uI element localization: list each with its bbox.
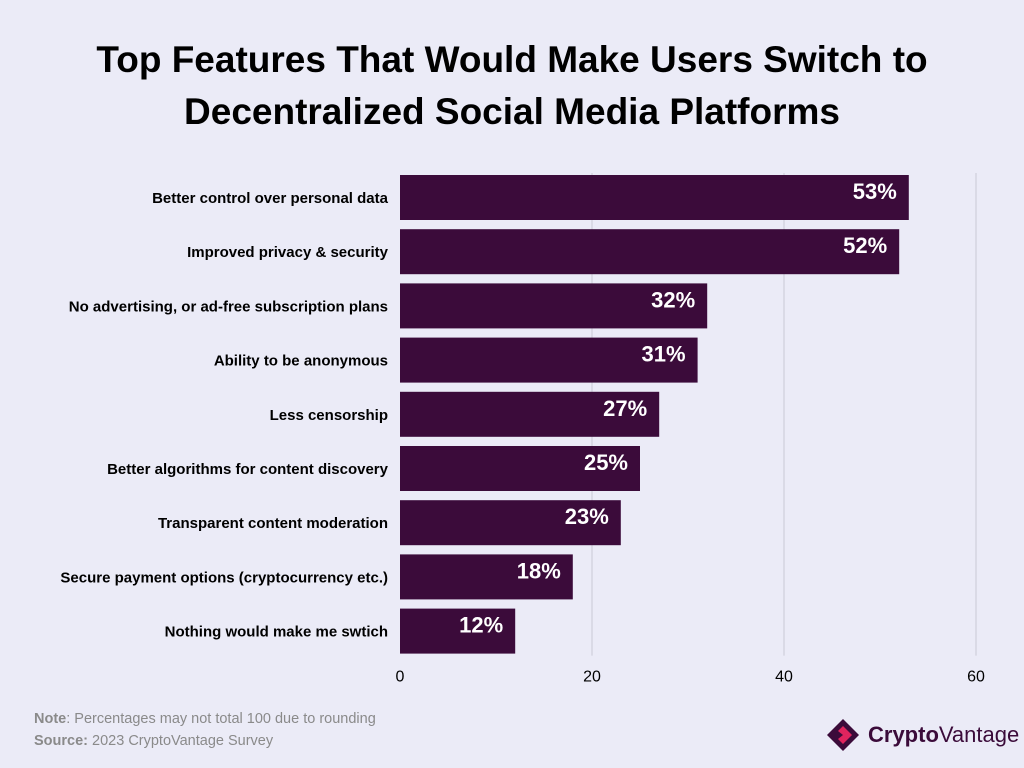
logo-text-bold: Crypto [868, 722, 939, 747]
bar [400, 608, 516, 654]
bar [400, 500, 621, 546]
data-label: 27% [603, 396, 647, 421]
data-label: 53% [853, 179, 897, 204]
data-label: 32% [651, 287, 695, 312]
x-tick-label: 60 [967, 669, 985, 686]
note-text: : Percentages may not total 100 due to r… [66, 711, 376, 727]
source-text: 2023 CryptoVantage Survey [88, 733, 274, 749]
bar [400, 337, 698, 383]
bar-chart: 0 20 40 60 Better control over personal data… [60, 173, 985, 686]
category-label: Improved privacy & security [187, 244, 389, 261]
source-label: Source: [34, 733, 88, 749]
category-label: No advertising, or ad-free subscription … [69, 298, 388, 315]
data-label: 25% [584, 450, 628, 475]
data-label: 18% [517, 558, 561, 583]
category-label: Nothing would make me swtich [165, 624, 388, 641]
note-label: Note [34, 711, 67, 727]
bar [400, 446, 640, 491]
category-label: Less censorship [270, 407, 388, 424]
bar [400, 391, 660, 437]
chart-title-line-2: Decentralized Social Media Platforms [184, 91, 840, 132]
x-tick-label: 20 [583, 669, 601, 686]
x-tick-label: 40 [775, 669, 793, 686]
diamond-logo-icon [827, 719, 859, 751]
x-tick-label: 0 [396, 669, 405, 686]
category-label: Ability to be anonymous [214, 353, 388, 370]
bar [400, 229, 900, 275]
footer-notes: Note: Percentages may not total 100 due … [34, 708, 376, 752]
chart-title-line-1: Top Features That Would Make Users Switc… [96, 39, 928, 80]
category-label: Transparent content moderation [158, 515, 388, 532]
category-label: Better algorithms for content discovery [107, 461, 389, 478]
data-label: 31% [642, 342, 686, 367]
note-line: Note: Percentages may not total 100 due … [34, 708, 376, 730]
bar [400, 175, 909, 220]
bar [400, 283, 708, 329]
source-line: Source: 2023 CryptoVantage Survey [34, 730, 376, 752]
data-label: 52% [843, 233, 887, 258]
bar [400, 554, 573, 600]
category-label: Better control over personal data [152, 190, 389, 207]
brand-logo: CryptoVantage [826, 718, 1019, 752]
category-label: Secure payment options (cryptocurrency e… [60, 569, 388, 586]
chart-title: Top Features That Would Make Users Switc… [0, 34, 1024, 138]
logo-text-regular: Vantage [938, 722, 1020, 747]
data-label: 23% [565, 504, 609, 529]
logo-text: CryptoVantage [868, 722, 1019, 748]
data-label: 12% [459, 613, 503, 638]
